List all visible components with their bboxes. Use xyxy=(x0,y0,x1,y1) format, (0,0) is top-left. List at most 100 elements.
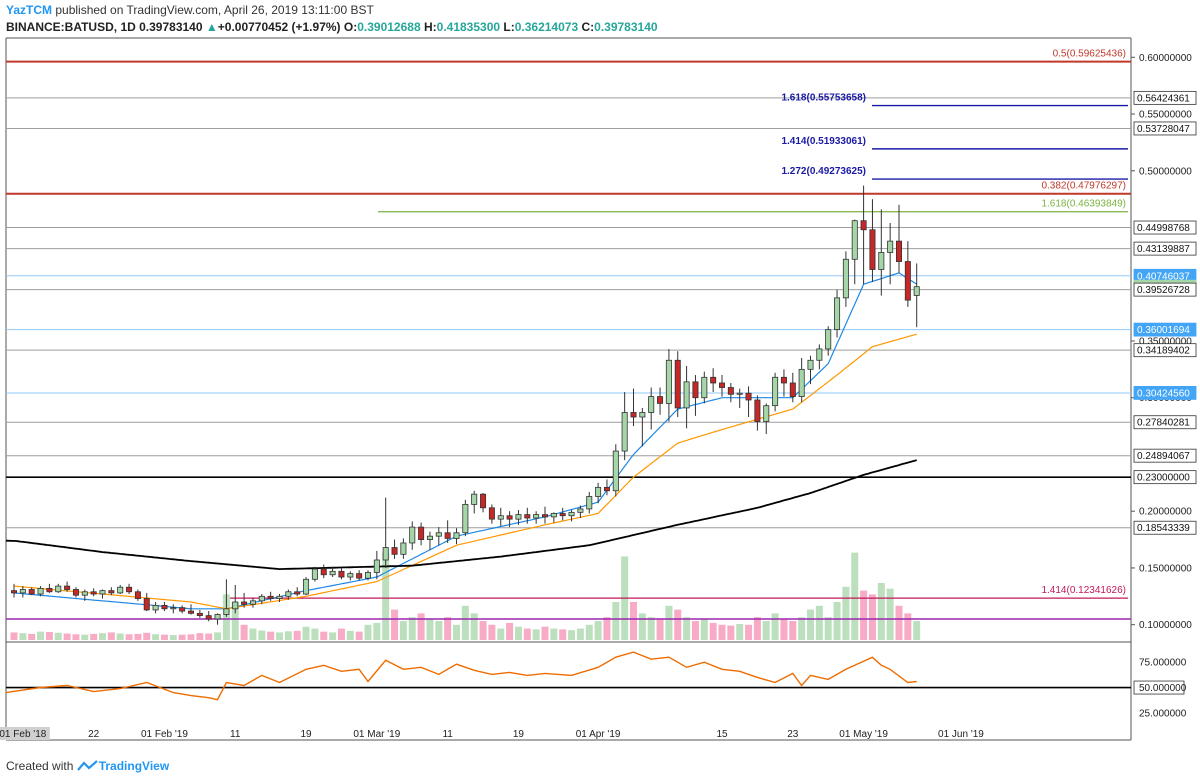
price-label: 0.40746037 xyxy=(1137,271,1190,282)
candle xyxy=(789,372,796,403)
symbol-label[interactable]: BINANCE:BATUSD, 1D xyxy=(6,20,136,34)
price-label-box xyxy=(1133,322,1197,337)
time-tick-label: 22 xyxy=(88,729,100,740)
candle xyxy=(550,512,557,523)
time-tick-label: 01 May '19 xyxy=(839,729,888,740)
volume-bar xyxy=(576,628,584,640)
volume-bar xyxy=(276,632,283,640)
candle xyxy=(356,570,363,581)
volume-bar xyxy=(647,617,655,640)
volume-bar xyxy=(815,605,823,640)
candle xyxy=(807,355,814,385)
publish-info: YazTCM published on TradingView.com, Apr… xyxy=(6,3,374,17)
price-label: 0.36001694 xyxy=(1137,325,1190,336)
price-change: +0.00770452 (+1.97%) xyxy=(217,20,341,34)
candle-body xyxy=(311,568,318,580)
candle-body xyxy=(223,608,230,615)
candle-body xyxy=(904,261,911,301)
candle-body xyxy=(285,591,292,597)
candle-body xyxy=(179,607,186,612)
volume-bar xyxy=(72,634,80,640)
volume-bar xyxy=(700,619,708,640)
candle xyxy=(258,594,265,605)
fibonacci-levels: 0.5(0.59625436) 1.618(0.55753658) 1.414(0.… xyxy=(6,49,1131,599)
volume-bar xyxy=(54,632,62,640)
volume-bar xyxy=(665,605,673,640)
candle xyxy=(179,605,186,614)
volume-bar xyxy=(417,613,425,640)
time-tick-label: 01 Apr '19 xyxy=(576,729,621,740)
candle xyxy=(311,566,318,582)
volume-bar xyxy=(107,632,115,640)
candle xyxy=(161,601,168,612)
candle xyxy=(134,589,141,601)
fib-label: 1.618(0.46393849) xyxy=(1041,199,1126,210)
volume-bar xyxy=(798,617,806,640)
candle-body xyxy=(869,229,876,270)
candle-body xyxy=(798,368,805,397)
candle-body xyxy=(117,586,124,594)
tradingview-label[interactable]: TradingView xyxy=(98,759,170,773)
candle-body xyxy=(373,559,380,573)
price-label: 0.34189402 xyxy=(1137,346,1190,357)
candle xyxy=(10,583,17,598)
time-tick-label: 01 Jun '19 xyxy=(938,729,984,740)
volume-bar xyxy=(231,602,239,640)
candle xyxy=(568,510,575,522)
candle xyxy=(763,403,770,435)
price-label: 0.23000000 xyxy=(1137,473,1190,484)
candle-body xyxy=(595,486,602,497)
volume-bar xyxy=(913,621,921,640)
candle xyxy=(55,583,62,593)
candle-body xyxy=(276,595,283,599)
price-label: 0.39526728 xyxy=(1137,285,1190,296)
price-label-box xyxy=(1133,448,1197,463)
time-tick-label: 19 xyxy=(513,729,525,740)
candle-body xyxy=(789,382,796,397)
tradingview-logo-icon[interactable] xyxy=(76,759,99,773)
candle-body xyxy=(542,514,549,518)
price-label-box xyxy=(1133,415,1197,430)
candle-body xyxy=(834,297,841,331)
candle xyxy=(577,505,584,519)
candle-body xyxy=(506,515,513,520)
candle-body xyxy=(825,329,832,350)
candle-body xyxy=(46,587,53,593)
volume-bar xyxy=(258,630,266,640)
volume-bar xyxy=(718,624,726,640)
publisher-name[interactable]: YazTCM xyxy=(6,3,53,17)
candle-body xyxy=(887,240,894,253)
fib-label: 0.5(0.59625436) xyxy=(1053,49,1126,60)
candle-body xyxy=(657,396,664,404)
candle-body xyxy=(382,547,389,561)
candle-body xyxy=(55,585,62,593)
volume-bar xyxy=(116,633,124,640)
volume-bar xyxy=(656,619,664,640)
volume-bar xyxy=(10,632,18,640)
volume-bar xyxy=(895,605,903,640)
candle-body xyxy=(745,392,752,401)
candle-body xyxy=(400,542,407,555)
volume-bar xyxy=(488,624,496,640)
candle xyxy=(480,493,487,513)
candles xyxy=(10,185,920,625)
candle xyxy=(214,613,221,625)
volume-bar xyxy=(780,619,788,640)
candle xyxy=(294,587,301,597)
candle-body xyxy=(196,612,203,617)
open-value: 0.39012688 xyxy=(357,20,421,34)
volume-bar xyxy=(683,617,691,640)
candle xyxy=(772,372,779,412)
candle xyxy=(559,507,566,521)
volume-bar xyxy=(196,633,204,640)
candle-body xyxy=(152,604,159,611)
volume-bar xyxy=(222,594,230,640)
candle xyxy=(444,520,451,543)
candle-body xyxy=(719,382,726,388)
candle xyxy=(400,538,407,559)
price-label-box xyxy=(1133,470,1197,485)
candle xyxy=(754,395,761,431)
candle xyxy=(816,344,823,370)
candle xyxy=(745,386,752,418)
